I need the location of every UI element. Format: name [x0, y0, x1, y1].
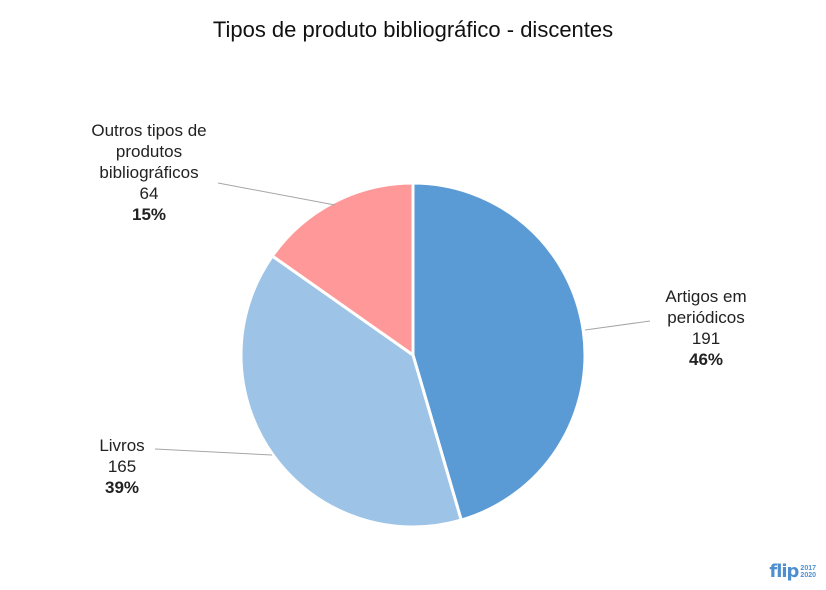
- slice-label-text: Artigos em: [665, 287, 747, 306]
- slice-percent: 39%: [104, 478, 140, 497]
- pie-slice-artigos: [411, 181, 587, 522]
- slice-label-text: bibliográficos: [99, 163, 199, 182]
- logo-years: 2017 2020: [800, 565, 816, 579]
- logo-mark: flip: [769, 561, 799, 582]
- logo-year-start: 2017: [800, 564, 816, 572]
- slice-label-text: Outros tipos de: [91, 121, 207, 140]
- slice-percent: 46%: [688, 350, 724, 369]
- pie-slice-outros: [270, 181, 415, 358]
- slice-label-outros: Outros tipos de produtos bibliográficos …: [60, 120, 238, 225]
- slice-percent: 15%: [131, 205, 167, 224]
- slice-label-artigos: Artigos em periódicos 191 46%: [636, 286, 776, 370]
- leader-line: [217, 182, 336, 206]
- leader-line: [584, 320, 651, 331]
- slice-label-text: Livros: [99, 436, 145, 455]
- slice-label-text: periódicos: [667, 308, 745, 327]
- chart-title: Tipos de produto bibliográfico - discent…: [212, 17, 614, 42]
- logo-year-end: 2020: [800, 571, 816, 579]
- pie-slice-livros: [239, 253, 464, 529]
- slice-label-livros: Livros 165 39%: [72, 435, 172, 498]
- flip-logo: flip 2017 2020: [769, 561, 816, 582]
- slice-label-text: produtos: [115, 142, 183, 161]
- slice-value: 64: [139, 184, 159, 203]
- slice-value: 165: [107, 457, 137, 476]
- leader-line: [154, 448, 273, 456]
- slice-value: 191: [691, 329, 721, 348]
